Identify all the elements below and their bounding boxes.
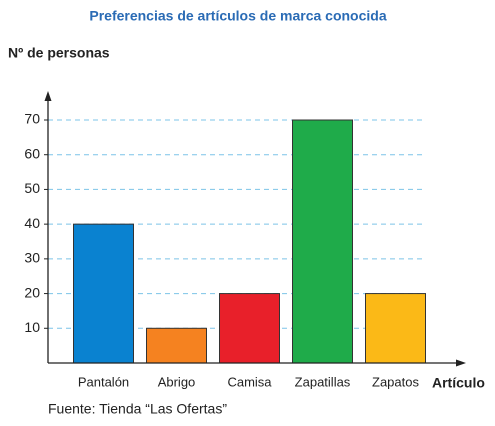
x-axis-arrow	[456, 359, 466, 367]
y-tick-label: 30	[24, 250, 40, 266]
x-tick-label: Abrigo	[158, 374, 196, 389]
y-axis-arrow	[44, 91, 52, 101]
x-tick-label: Zapatos	[372, 374, 419, 389]
bars	[73, 119, 426, 364]
bar	[365, 293, 426, 364]
y-tick-label: 50	[24, 180, 40, 196]
x-axis-label: Artículo	[432, 375, 485, 391]
bar	[73, 223, 134, 364]
chart-title: Preferencias de artículos de marca conoc…	[89, 8, 386, 24]
y-tick-label: 70	[24, 111, 40, 127]
y-tick-label: 20	[24, 284, 40, 300]
y-axis-label: Nº de personas	[8, 45, 110, 61]
bar	[146, 327, 207, 364]
bar	[219, 293, 280, 364]
x-tick-label: Zapatillas	[295, 374, 351, 389]
x-tick-label: Camisa	[227, 374, 272, 389]
source-note: Fuente: Tienda “Las Ofertas”	[48, 401, 227, 417]
y-tick-label: 10	[24, 319, 40, 335]
bar	[292, 119, 353, 364]
x-tick-label: Pantalón	[78, 374, 129, 389]
y-tick-label: 60	[24, 145, 40, 161]
y-tick-label: 40	[24, 215, 40, 231]
